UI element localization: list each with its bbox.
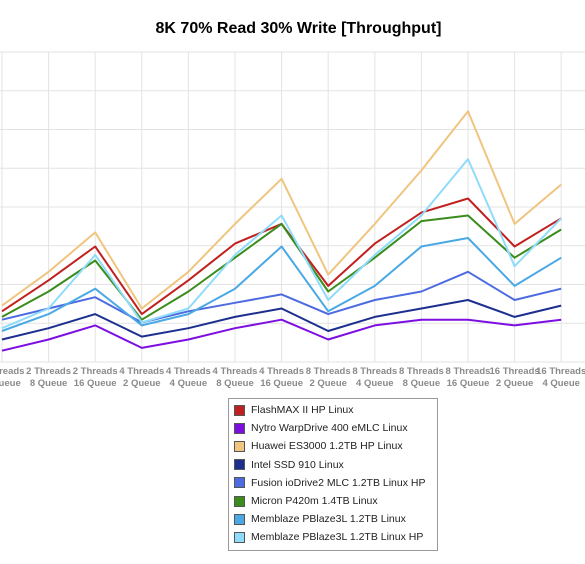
x-tick-queue: 4 Queue	[356, 378, 394, 389]
legend-label: Fusion ioDrive2 MLC 1.2TB Linux HP	[251, 476, 426, 489]
x-tick-threads: 8 Threads	[352, 366, 397, 377]
series-lines	[1, 110, 562, 352]
x-tick-threads: 8 Threads	[306, 366, 351, 377]
x-tick-threads: 8 Threads	[399, 366, 444, 377]
x-tick-queue: 8 Queue	[30, 378, 68, 389]
x-tick-queue: 16 Queue	[74, 378, 117, 389]
legend-label: Intel SSD 910 Linux	[251, 458, 344, 471]
series-line-4	[1, 270, 562, 324]
x-tick-threads: 16 Threads	[536, 366, 585, 377]
series-line-1	[1, 318, 562, 352]
x-tick-threads: 16 Threads	[490, 366, 540, 377]
x-tick-queue: 16 Queue	[260, 378, 303, 389]
legend-item: Nytro WarpDrive 400 eMLC Linux	[229, 419, 437, 437]
legend-swatch	[234, 513, 245, 525]
legend-label: Micron P420m 1.4TB Linux	[251, 495, 378, 508]
x-tick-label: 4 Threads 8 Queue	[213, 366, 258, 389]
x-tick-queue: 4 Queue	[542, 378, 580, 389]
legend-swatch	[234, 477, 245, 489]
x-tick-label: 16 Threads 2 Queue	[490, 366, 540, 389]
x-tick-threads: 4 Threads	[119, 366, 164, 377]
x-tick-threads: 4 Threads	[213, 366, 258, 377]
legend-label: FlashMAX II HP Linux	[251, 404, 354, 417]
x-tick-threads: 2 Threads	[0, 366, 24, 377]
x-tick-queue: 2 Queue	[496, 378, 534, 389]
series-line-7	[1, 158, 562, 330]
legend-swatch	[234, 440, 245, 452]
legend-item: Memblaze PBlaze3L 1.2TB Linux HP	[229, 528, 437, 546]
x-tick-threads: 4 Threads	[166, 366, 211, 377]
x-tick-threads: 8 Threads	[446, 366, 491, 377]
x-tick-queue: 4 Queue	[0, 378, 21, 389]
chart-title: 8K 70% Read 30% Write [Throughput]	[155, 20, 442, 37]
legend-label: Huawei ES3000 1.2TB HP Linux	[251, 440, 403, 453]
legend-label: Memblaze PBlaze3L 1.2TB Linux HP	[251, 531, 424, 544]
series-line-5	[1, 214, 562, 321]
grid	[0, 51, 585, 363]
legend-swatch	[234, 495, 245, 507]
legend-item: Huawei ES3000 1.2TB HP Linux	[229, 437, 437, 455]
x-tick-threads: 2 Threads	[73, 366, 118, 377]
x-tick-label: 8 Threads 2 Queue	[306, 366, 351, 389]
series-line-2	[1, 110, 562, 310]
x-tick-label: 2 Threads 16 Queue	[73, 366, 118, 389]
x-tick-threads: 2 Threads	[26, 366, 71, 377]
legend-item: Fusion ioDrive2 MLC 1.2TB Linux HP	[229, 474, 437, 492]
legend-label: Memblaze PBlaze3L 1.2TB Linux	[251, 513, 406, 526]
legend: FlashMAX II HP Linux Nytro WarpDrive 400 …	[228, 398, 438, 551]
x-tick-label: 8 Threads 16 Queue	[446, 366, 491, 389]
legend-item: Memblaze PBlaze3L 1.2TB Linux	[229, 510, 437, 528]
legend-item: FlashMAX II HP Linux	[229, 401, 437, 419]
x-tick-label: 16 Threads 4 Queue	[536, 366, 585, 389]
legend-swatch	[234, 404, 245, 416]
x-tick-label: 4 Threads 16 Queue	[259, 366, 304, 389]
x-tick-label: 8 Threads 8 Queue	[399, 366, 444, 389]
series-line-6	[1, 237, 562, 332]
x-tick-label: 8 Threads 4 Queue	[352, 366, 397, 389]
legend-swatch	[234, 531, 245, 543]
x-tick-label: 2 Threads 8 Queue	[26, 366, 71, 389]
legend-swatch	[234, 422, 245, 434]
x-tick-label: 4 Threads 2 Queue	[119, 366, 164, 389]
legend-label: Nytro WarpDrive 400 eMLC Linux	[251, 422, 408, 435]
x-tick-queue: 4 Queue	[170, 378, 208, 389]
x-tick-queue: 8 Queue	[403, 378, 441, 389]
x-tick-label: 4 Threads 4 Queue	[166, 366, 211, 389]
x-tick-threads: 4 Threads	[259, 366, 304, 377]
x-tick-queue: 2 Queue	[123, 378, 161, 389]
legend-item: Intel SSD 910 Linux	[229, 456, 437, 474]
legend-item: Micron P420m 1.4TB Linux	[229, 492, 437, 510]
x-tick-queue: 2 Queue	[309, 378, 347, 389]
x-tick-queue: 16 Queue	[447, 378, 490, 389]
series-line-3	[1, 299, 562, 341]
legend-swatch	[234, 459, 245, 471]
x-tick-queue: 8 Queue	[216, 378, 254, 389]
